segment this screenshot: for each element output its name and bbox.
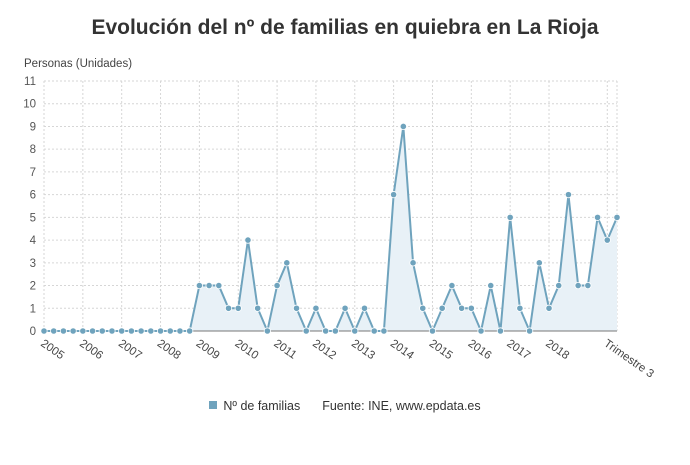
- x-tick-label: 2014: [388, 338, 416, 363]
- y-tick-label: 2: [30, 281, 36, 293]
- x-tick-label: 2011: [271, 338, 298, 362]
- x-tick-label: 2013: [349, 338, 377, 363]
- data-point: [390, 191, 398, 199]
- data-point: [50, 327, 58, 335]
- data-point: [438, 304, 446, 312]
- data-point: [254, 304, 262, 312]
- data-point: [156, 327, 165, 335]
- data-point: [127, 327, 136, 335]
- y-axis-label: Personas (Unidades): [24, 58, 133, 70]
- data-point: [506, 213, 514, 221]
- data-point: [516, 304, 524, 312]
- data-point: [360, 304, 369, 312]
- y-tick-label: 0: [30, 326, 36, 338]
- series-line: [44, 126, 618, 335]
- data-point: [545, 304, 553, 312]
- y-tick-label: 4: [30, 235, 37, 247]
- data-point: [186, 327, 194, 335]
- data-point: [108, 327, 116, 335]
- data-point: [283, 259, 291, 267]
- data-point: [331, 327, 339, 335]
- data-point: [525, 327, 534, 335]
- y-tick-label: 7: [30, 167, 36, 179]
- data-point: [205, 281, 213, 290]
- data-point: [487, 281, 495, 290]
- data-point: [98, 327, 106, 335]
- data-point: [409, 259, 417, 267]
- data-point: [496, 327, 505, 335]
- data-point: [215, 281, 223, 290]
- data-point: [312, 304, 320, 312]
- data-point: [351, 327, 359, 335]
- data-point: [428, 327, 437, 335]
- data-point: [195, 281, 203, 290]
- x-tick-label: 2016: [466, 338, 494, 363]
- x-tick-label: Trimestre 3: [602, 338, 656, 381]
- data-point: [79, 327, 87, 335]
- x-tick-label: 2012: [310, 338, 338, 363]
- data-point: [263, 327, 271, 335]
- data-point: [477, 327, 485, 335]
- source-text: Fuente: INE, www.epdata.es: [322, 399, 481, 413]
- y-tick-label: 11: [24, 76, 36, 88]
- x-tick-label: 2017: [504, 338, 532, 363]
- y-tick-label: 8: [30, 144, 36, 156]
- data-point: [137, 327, 145, 335]
- data-point: [564, 191, 573, 199]
- data-point: [118, 327, 126, 335]
- data-point: [399, 122, 407, 131]
- x-tick-label: 2018: [543, 338, 571, 363]
- data-point: [574, 281, 582, 290]
- chart-title: Evolución del nº de familias en quiebra …: [91, 16, 599, 39]
- x-tick-label: 2010: [233, 338, 261, 363]
- data-point: [69, 327, 77, 335]
- data-point: [224, 304, 233, 312]
- data-point: [176, 327, 184, 335]
- data-point: [535, 259, 543, 267]
- data-point: [322, 327, 330, 335]
- x-tick-label: 2008: [155, 338, 183, 363]
- data-point: [613, 213, 621, 221]
- y-tick-label: 1: [30, 303, 36, 315]
- y-tick-label: 3: [30, 258, 36, 270]
- data-point: [88, 327, 97, 335]
- y-tick-label: 10: [23, 99, 36, 111]
- data-point: [40, 327, 48, 335]
- data-point: [593, 213, 602, 221]
- data-point: [370, 327, 378, 335]
- data-point: [458, 304, 466, 312]
- y-tick-label: 5: [30, 212, 36, 224]
- data-point: [419, 304, 427, 312]
- data-point: [584, 281, 592, 290]
- data-point: [244, 236, 252, 244]
- data-point: [448, 281, 456, 290]
- data-point: [59, 327, 68, 335]
- y-tick-label: 9: [30, 121, 36, 133]
- y-tick-label: 6: [30, 190, 36, 202]
- data-point: [292, 304, 301, 312]
- data-point: [166, 327, 174, 335]
- data-point: [273, 281, 281, 290]
- x-tick-label: 2005: [38, 338, 66, 363]
- data-point: [302, 327, 310, 335]
- data-point: [234, 304, 242, 312]
- x-tick-label: 2015: [427, 338, 455, 363]
- x-tick-label: 2009: [194, 338, 222, 363]
- data-point: [603, 236, 611, 244]
- data-point: [467, 304, 475, 312]
- legend: Nº de familias Fuente: INE, www.epdata.es: [0, 399, 690, 413]
- legend-swatch: [209, 401, 218, 409]
- legend-series-label: Nº de familias: [223, 399, 301, 413]
- data-point: [341, 304, 349, 312]
- data-point: [380, 327, 388, 335]
- x-tick-label: 2007: [116, 338, 144, 363]
- x-tick-label: 2006: [77, 338, 105, 363]
- data-point: [147, 327, 155, 335]
- data-point: [555, 281, 563, 290]
- series-area: [44, 126, 617, 331]
